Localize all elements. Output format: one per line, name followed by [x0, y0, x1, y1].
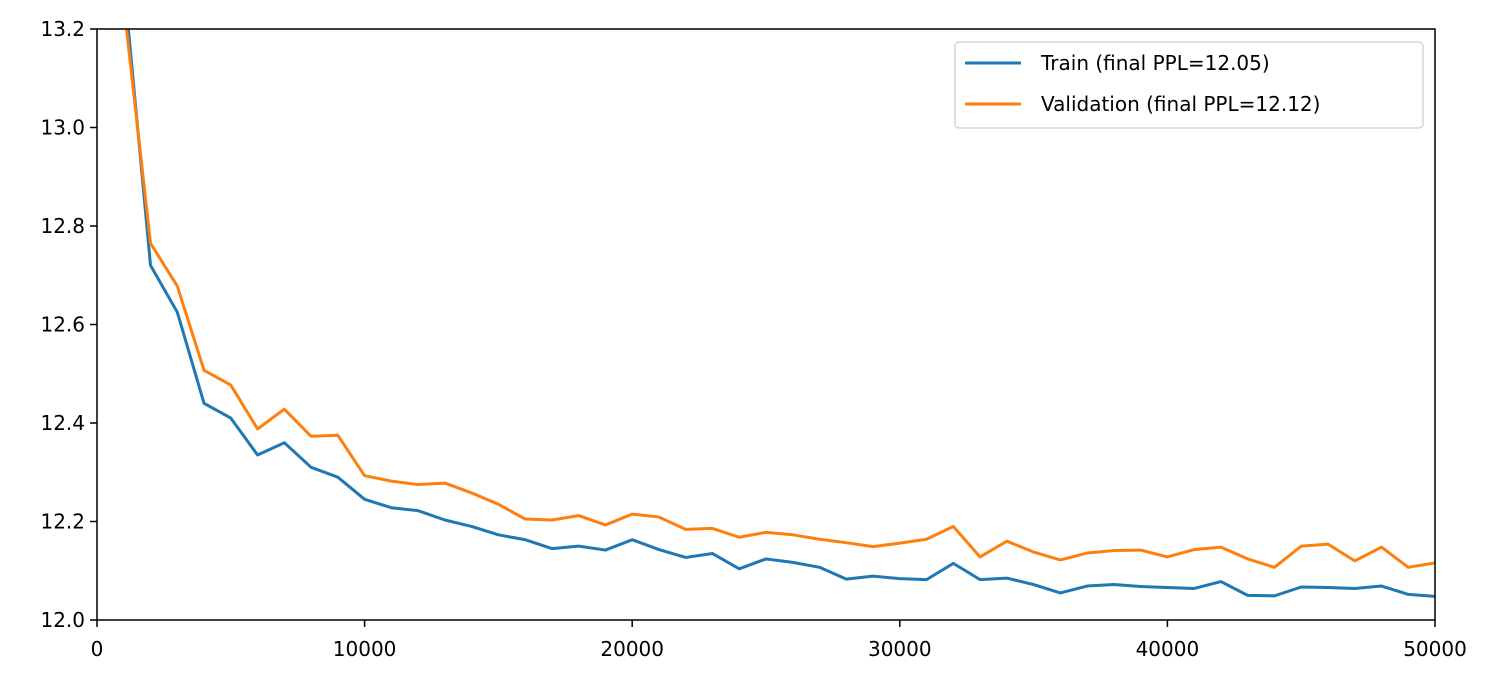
y-axis: 12.0 12.2 12.4 12.6 12.8 13.0 13.2: [40, 17, 97, 632]
series-layer: [125, 29, 1435, 598]
legend-box: [954, 41, 1424, 129]
y-tick-label: 12.4: [40, 411, 85, 435]
x-tick-label: 30000: [868, 637, 932, 661]
y-tick-label: 12.8: [40, 214, 85, 238]
y-tick-label: 12.0: [40, 608, 85, 632]
x-axis: 0 10000 20000 30000 40000 50000: [91, 620, 1467, 661]
y-tick-label: 13.2: [40, 17, 85, 41]
x-tick-label: 40000: [1136, 637, 1200, 661]
y-tick-label: 13.0: [40, 116, 85, 140]
x-tick-label: 20000: [600, 637, 664, 661]
legend: Train (final PPL=12.05) Validation (fina…: [954, 41, 1424, 129]
y-tick-label: 12.2: [40, 510, 85, 534]
legend-label-train: Train (final PPL=12.05): [1040, 51, 1270, 75]
x-tick-label: 50000: [1403, 637, 1467, 661]
x-tick-label: 10000: [333, 637, 397, 661]
x-tick-label: 0: [91, 637, 104, 661]
series-line-1: [125, 29, 1435, 569]
legend-label-validation: Validation (final PPL=12.12): [1041, 92, 1320, 116]
series-line-0: [126, 29, 1435, 598]
y-tick-label: 12.6: [40, 313, 85, 337]
